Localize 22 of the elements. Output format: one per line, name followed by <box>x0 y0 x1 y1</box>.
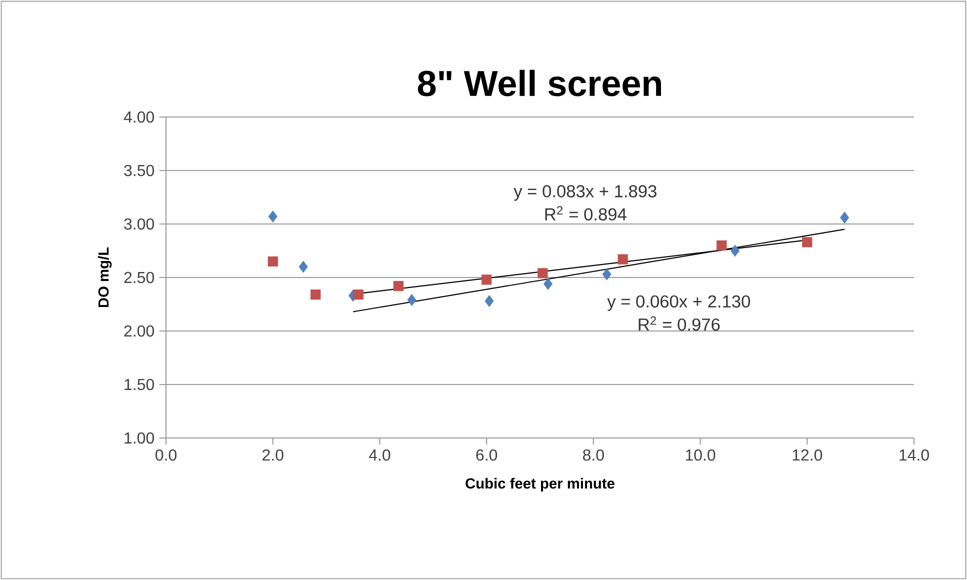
y-tick-label: 1.00 <box>124 432 154 444</box>
y-axis-title: DO mg/L <box>98 247 112 308</box>
x-tick-label: 10.0 <box>686 449 716 461</box>
chart-title: 8" Well screen <box>418 70 661 96</box>
x-tick-label: 12.0 <box>792 449 822 461</box>
annotation: R$^{2}$ = 0.976 <box>638 316 720 331</box>
y-tick-label: 3.50 <box>124 164 154 176</box>
x-tick-label: 0.0 <box>156 449 177 461</box>
x-tick-label: 4.0 <box>368 449 390 461</box>
y-tick-label: 1.50 <box>124 378 154 390</box>
y-tick-label: 3.00 <box>124 218 154 230</box>
x-tick-label: 8.0 <box>583 449 604 461</box>
x-tick-label: 14.0 <box>900 449 929 461</box>
x-tick-label: 2.0 <box>262 449 284 461</box>
annotation: y = 0.083x + 1.893 <box>514 185 656 201</box>
y-tick-label: 2.50 <box>124 272 154 284</box>
annotation: R$^{2}$ = 0.894 <box>545 206 626 221</box>
x-axis-title: Cubic feet per minute <box>466 478 614 492</box>
x-tick-label: 6.0 <box>476 449 498 461</box>
y-tick-label: 4.00 <box>124 111 154 123</box>
annotation: y = 0.060x + 2.130 <box>607 295 750 312</box>
y-tick-label: 2.00 <box>124 325 154 337</box>
